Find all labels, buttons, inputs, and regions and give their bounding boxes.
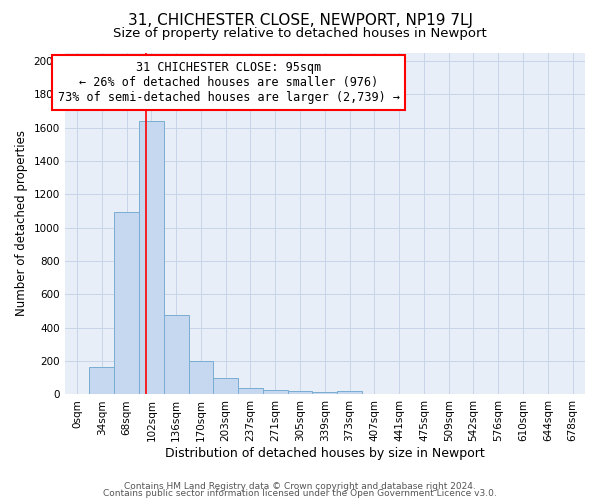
- Bar: [214, 378, 238, 394]
- Text: Size of property relative to detached houses in Newport: Size of property relative to detached ho…: [113, 28, 487, 40]
- Bar: [188, 361, 214, 394]
- Text: Contains HM Land Registry data © Crown copyright and database right 2024.: Contains HM Land Registry data © Crown c…: [124, 482, 476, 491]
- Bar: [89, 367, 114, 394]
- Bar: [114, 212, 139, 394]
- X-axis label: Distribution of detached houses by size in Newport: Distribution of detached houses by size …: [165, 447, 485, 460]
- Text: 31 CHICHESTER CLOSE: 95sqm
← 26% of detached houses are smaller (976)
73% of sem: 31 CHICHESTER CLOSE: 95sqm ← 26% of deta…: [58, 61, 400, 104]
- Bar: [238, 388, 263, 394]
- Bar: [337, 391, 362, 394]
- Bar: [287, 391, 313, 394]
- Text: Contains public sector information licensed under the Open Government Licence v3: Contains public sector information licen…: [103, 489, 497, 498]
- Text: 31, CHICHESTER CLOSE, NEWPORT, NP19 7LJ: 31, CHICHESTER CLOSE, NEWPORT, NP19 7LJ: [128, 12, 473, 28]
- Bar: [263, 390, 287, 394]
- Bar: [139, 121, 164, 394]
- Bar: [313, 392, 337, 394]
- Bar: [164, 315, 188, 394]
- Y-axis label: Number of detached properties: Number of detached properties: [15, 130, 28, 316]
